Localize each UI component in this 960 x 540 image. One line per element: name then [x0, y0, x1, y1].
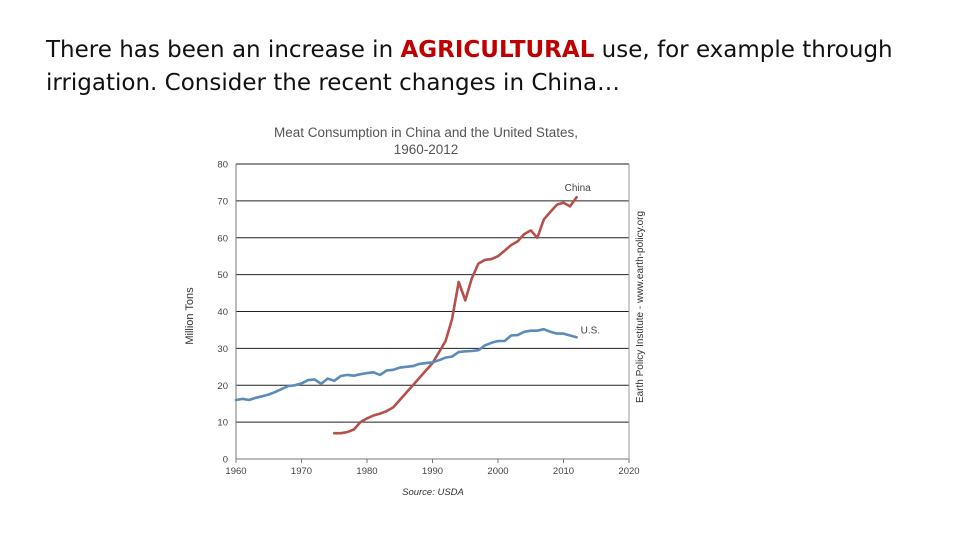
- series-label-us: U.S.: [581, 325, 600, 336]
- chart-grid: [236, 163, 629, 423]
- series-line-us: [234, 327, 578, 402]
- source-credit: Earth Policy Institute - www.earth-polic…: [635, 211, 646, 403]
- x-tick-label: 1980: [356, 466, 377, 477]
- series-labels: China U.S.: [565, 183, 600, 336]
- chart-title-line1: Meat Consumption in China and the United…: [274, 125, 578, 140]
- x-tick-label: 1990: [422, 466, 443, 477]
- y-tick-label: 10: [217, 418, 228, 429]
- y-tick-label: 70: [217, 196, 228, 207]
- series-line-china: [332, 195, 578, 435]
- y-tick-label: 30: [217, 344, 228, 355]
- chart-ticks: 0 10 20 30 40 50 60 70 80 1960 1970 1980 1990 2000 201…: [217, 160, 639, 478]
- x-tick-label: 2000: [487, 466, 508, 477]
- series-label-china: China: [565, 183, 592, 194]
- slide-heading: There has been an increase in AGRICULTUR…: [46, 34, 926, 100]
- heading-highlight: AGRICULTURAL: [400, 37, 595, 63]
- y-tick-label: 0: [223, 455, 228, 466]
- x-tick-label: 2010: [553, 466, 574, 477]
- heading-text-before: There has been an increase in: [46, 37, 401, 63]
- y-tick-label: 60: [217, 233, 228, 244]
- heading-text-after: use, for example through irrigation. Con…: [46, 37, 893, 96]
- y-tick-label: 50: [217, 270, 228, 281]
- chart-series: [234, 195, 578, 435]
- y-axis-label: Million Tons: [184, 287, 196, 345]
- y-tick-label: 20: [217, 381, 228, 392]
- x-tick-label: 1970: [291, 466, 312, 477]
- y-tick-label: 40: [217, 307, 228, 318]
- x-tick-label: 2020: [618, 466, 639, 477]
- chart-source: Source: USDA: [402, 487, 464, 498]
- x-tick-label: 1960: [225, 466, 246, 477]
- y-tick-label: 80: [217, 160, 228, 171]
- chart-title-line2: 1960-2012: [394, 142, 459, 157]
